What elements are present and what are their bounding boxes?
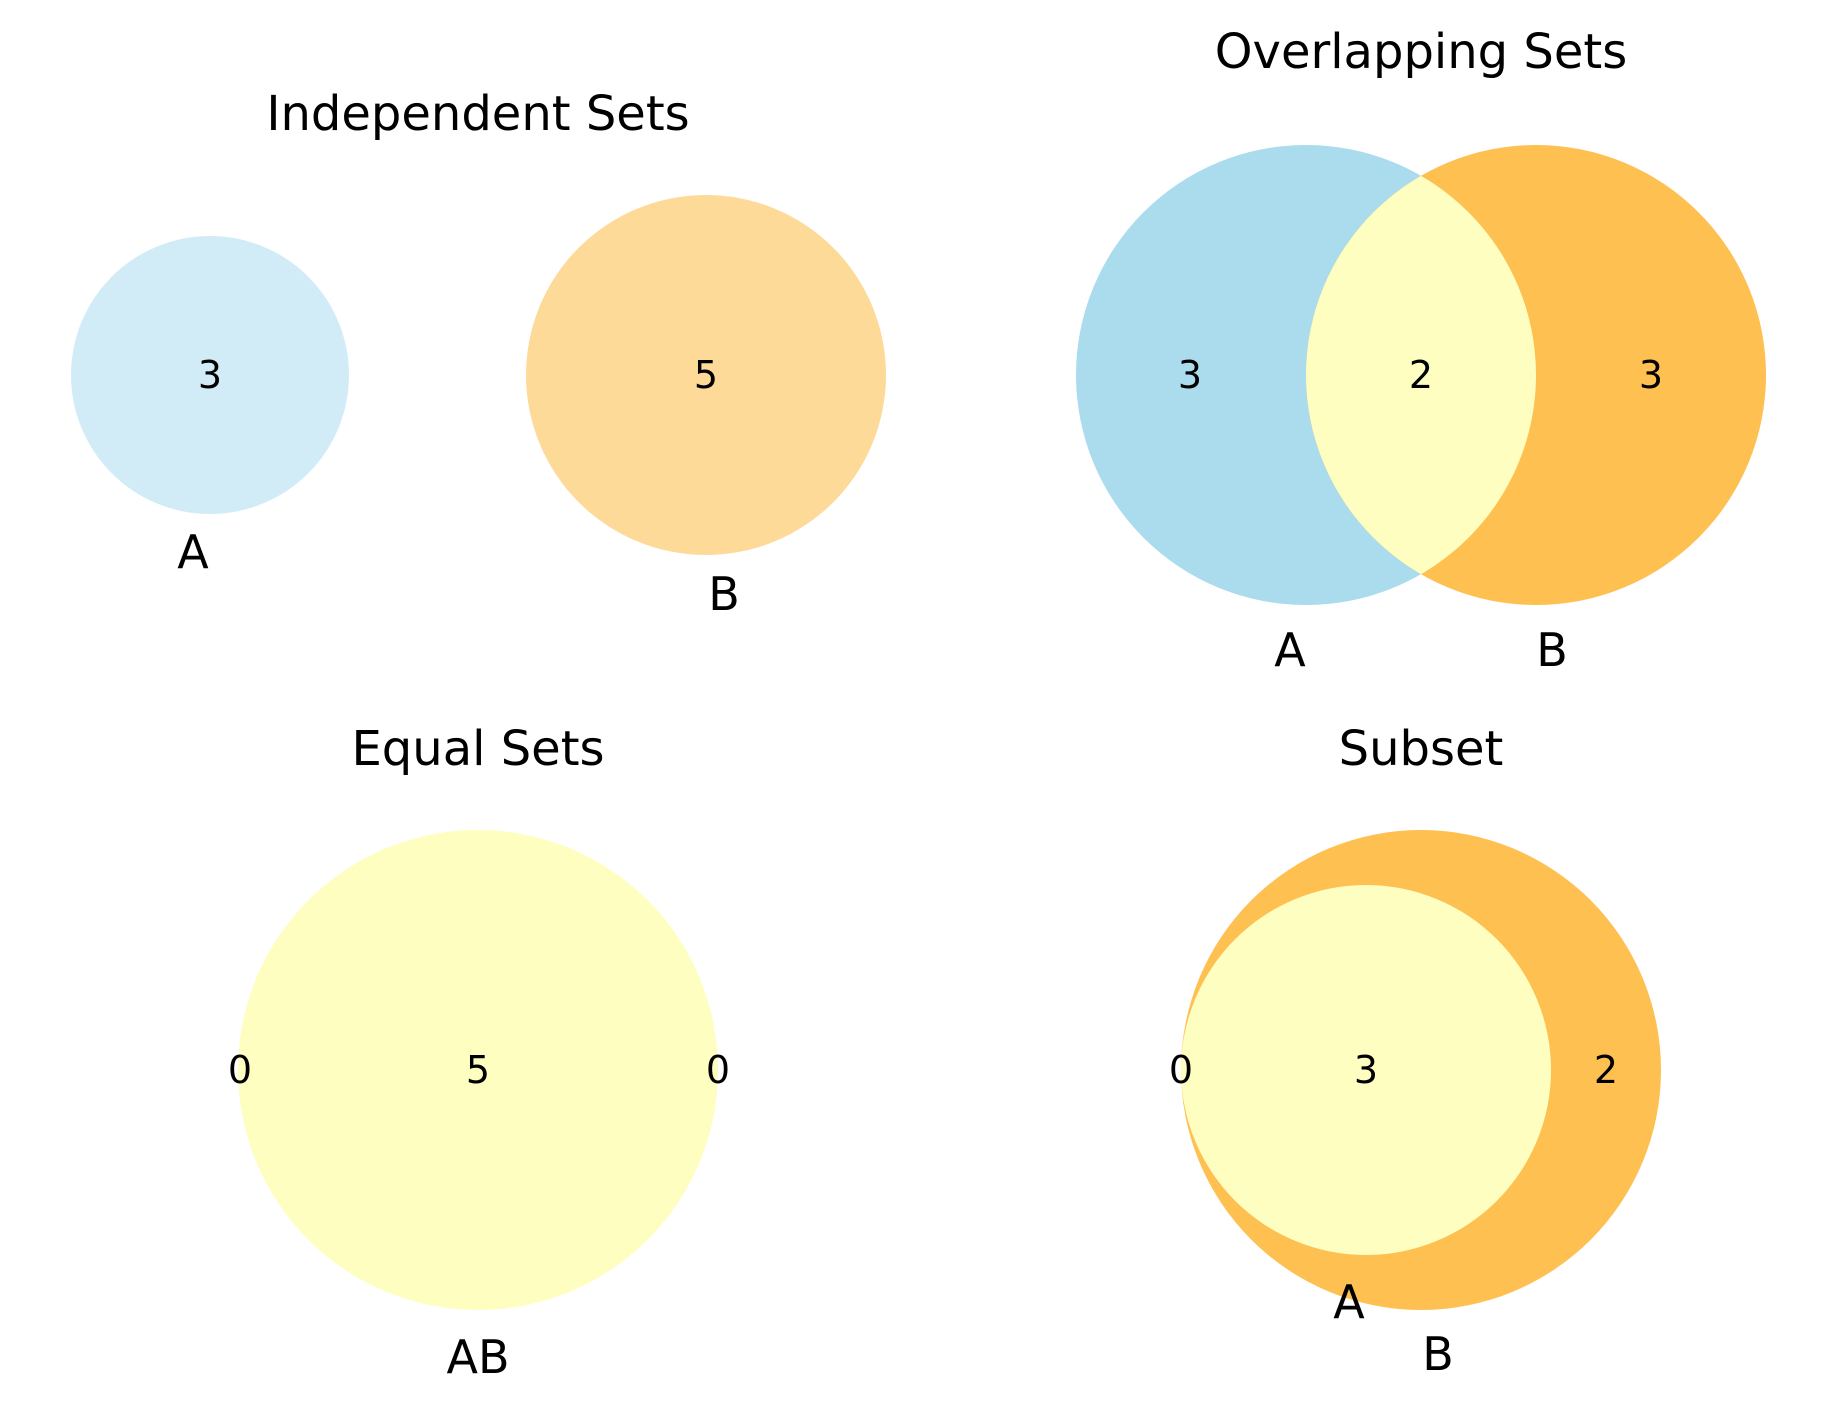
intersection-region-overlapping [1306, 145, 1536, 605]
panel-subset: Subset 0 3 2 A B [1169, 721, 1661, 1381]
label-a-independent: A [177, 525, 209, 579]
count-a-only-subset: 0 [1169, 1048, 1193, 1092]
count-a-only-overlapping: 3 [1178, 353, 1202, 397]
label-b-overlapping: B [1536, 623, 1568, 677]
panel-title-overlapping: Overlapping Sets [1215, 24, 1627, 80]
panel-title-independent: Independent Sets [266, 86, 689, 142]
panel-title-subset: Subset [1339, 721, 1504, 777]
label-a-subset: A [1333, 1275, 1365, 1329]
count-b-independent: 5 [694, 353, 718, 397]
count-b-only-subset: 2 [1594, 1048, 1618, 1092]
set-ab-circle-equal [238, 830, 718, 1310]
panel-equal-sets: Equal Sets 0 5 0 AB [228, 721, 730, 1384]
label-ab-equal: AB [446, 1330, 509, 1384]
label-b-subset: B [1422, 1327, 1454, 1381]
count-ab-overlapping: 2 [1409, 353, 1433, 397]
panel-title-equal: Equal Sets [351, 721, 604, 777]
panel-overlapping-sets: Overlapping Sets 3 2 3 A B [1076, 24, 1766, 677]
label-b-independent: B [708, 567, 740, 621]
set-a-circle-independent [71, 236, 349, 514]
panel-independent-sets: Independent Sets 3 5 A B [71, 86, 886, 621]
count-a-independent: 3 [198, 353, 222, 397]
label-a-overlapping: A [1274, 623, 1306, 677]
set-a-circle-subset [1181, 885, 1551, 1255]
set-b-circle-independent [526, 195, 886, 555]
count-b-only-overlapping: 3 [1639, 353, 1663, 397]
count-a-only-equal: 0 [228, 1048, 252, 1092]
count-b-only-equal: 0 [706, 1048, 730, 1092]
count-ab-subset: 3 [1354, 1048, 1378, 1092]
count-ab-equal: 5 [466, 1048, 490, 1092]
